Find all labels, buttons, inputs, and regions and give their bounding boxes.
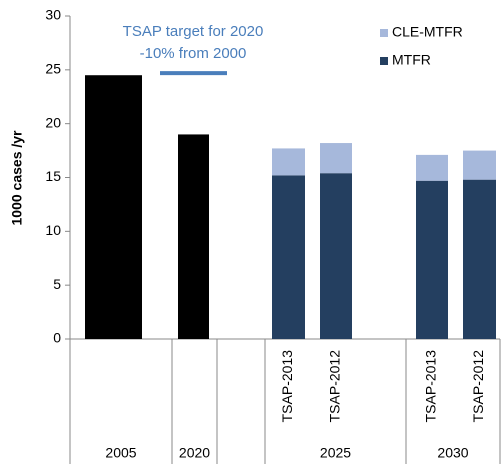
y-tick-label: 20	[45, 114, 61, 130]
group-label: 2025	[320, 445, 351, 461]
bar-segment	[272, 175, 305, 339]
bar-segment	[272, 148, 305, 176]
y-tick-label: 10	[45, 222, 61, 238]
group-label: 2030	[437, 445, 468, 461]
y-tick-label: 25	[45, 61, 61, 77]
x-tick-label: TSAP-2013	[279, 350, 295, 423]
y-tick-label: 30	[45, 7, 61, 23]
y-tick-label: 5	[53, 276, 61, 292]
y-tick-label: 15	[45, 168, 61, 184]
bar-segment	[416, 154, 448, 181]
group-label: 2005	[105, 445, 136, 461]
group-label: 2020	[179, 445, 210, 461]
annotation: -10% from 2000	[140, 45, 247, 62]
bar-segment	[463, 150, 496, 180]
annotation: TSAP target for 2020	[123, 23, 264, 40]
x-tick-label: TSAP-2013	[423, 350, 439, 423]
bar-segment	[463, 179, 496, 339]
legend-swatch	[380, 57, 388, 65]
legend-swatch	[380, 29, 388, 37]
x-tick-label: TSAP-2012	[470, 350, 486, 423]
y-axis-label: 1000 cases /yr	[9, 130, 25, 226]
bar-segment	[320, 143, 352, 174]
x-tick-label: TSAP-2012	[327, 350, 343, 423]
bar	[178, 134, 209, 339]
bar-segment	[416, 180, 448, 339]
bar-segment	[320, 173, 352, 339]
legend-label: CLE-MTFR	[392, 24, 463, 40]
y-tick-label: 0	[53, 330, 61, 346]
legend-label: MTFR	[392, 52, 431, 68]
bar	[85, 75, 142, 339]
